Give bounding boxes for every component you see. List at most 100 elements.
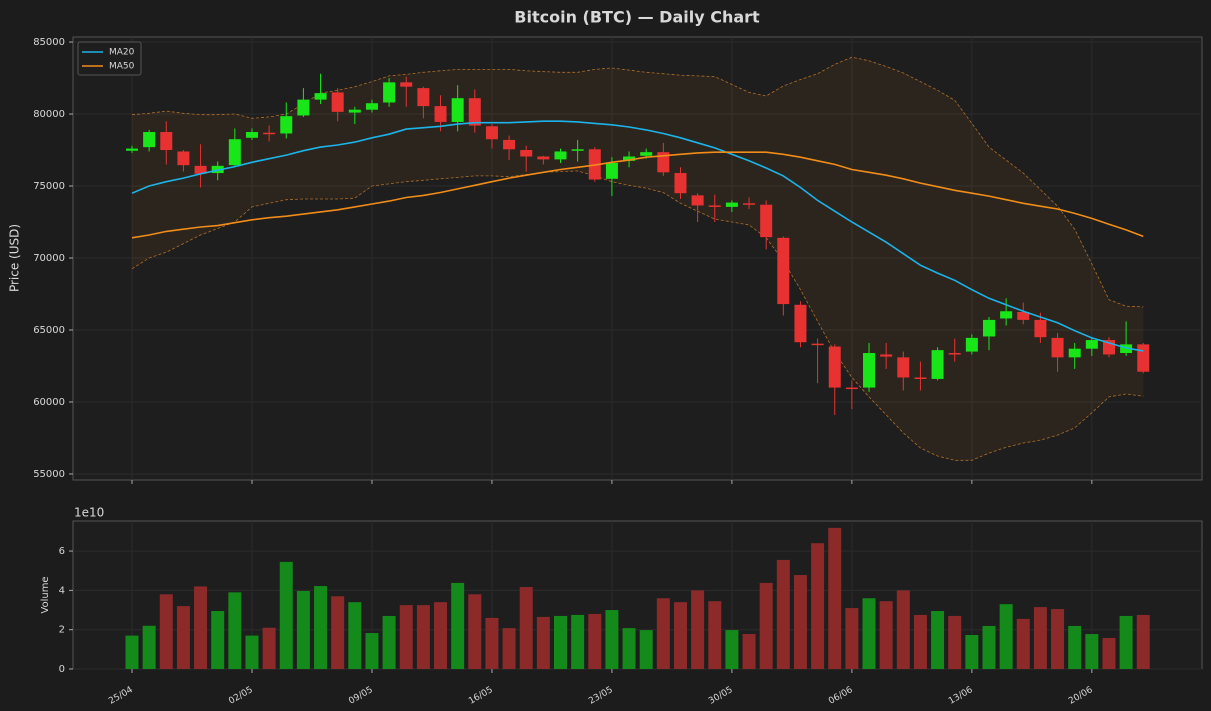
candle-body [845,387,858,390]
candle-body [1000,311,1013,319]
y-tick-label: 70000 [33,253,65,264]
volume-bar [759,582,773,669]
volume-bar [176,606,190,669]
y-tick-label: 2 [59,625,65,636]
candle-body [554,151,567,160]
volume-bar [348,602,362,669]
candle-body [194,165,207,174]
candle-body [691,195,704,206]
candle-body [1017,311,1030,320]
y-tick-label: 75000 [33,181,65,192]
volume-bar [451,582,465,669]
candle-body [177,151,190,166]
volume-panel [72,520,1203,670]
candle-body [880,354,893,357]
candle-body [451,98,464,122]
candle-body [434,106,447,122]
volume-bar [913,614,927,669]
candle-body [485,126,498,140]
candle-body [417,88,430,107]
candle-body [1034,319,1047,338]
price-panel [72,36,1203,481]
volume-bar [879,601,893,669]
candle-body [1085,340,1098,349]
volume-bar [554,615,567,669]
y-tick-label: 60000 [33,397,65,408]
candle-body [280,116,293,134]
candle-body [965,337,978,352]
candle-body [863,353,876,388]
y-tick-label: 80000 [33,109,65,120]
candle-body [777,237,790,305]
volume-bar [331,596,345,669]
chart-title: Bitcoin (BTC) — Daily Chart [514,8,760,27]
candle-body [948,353,961,355]
volume-bar [828,527,842,669]
legend-label: MA20 [109,48,135,58]
volume-bar [673,602,687,669]
volume-offset-label: 1e10 [74,506,104,520]
volume-bar [434,602,448,669]
volume-bar [656,598,670,669]
candle-body [811,343,824,346]
candle-body [160,132,173,151]
candle-body [674,173,687,194]
volume-bar [485,617,499,669]
candle-body [331,92,344,112]
candle-body [348,109,361,113]
candle-body [571,149,584,151]
volume-bar [622,628,636,669]
candle-body [743,203,756,205]
volume-bar [742,634,756,669]
candle-body [1068,348,1081,358]
volume-bar [845,608,859,669]
candle-body [708,205,721,207]
y-axis-label: Price (USD) [8,224,22,292]
legend-label: MA50 [109,62,135,72]
volume-bar [639,630,653,669]
volume-bar [228,592,242,669]
volume-bar [1051,609,1065,669]
candle-body [245,132,258,138]
volume-bar [965,634,979,669]
volume-bar [1119,615,1133,669]
candle-body [468,98,481,126]
volume-bar [502,628,516,669]
y-tick-label: 6 [59,546,65,557]
y-tick-label: 65000 [33,325,65,336]
candle-body [400,82,413,87]
candle-body [760,204,773,238]
candle-body [228,139,241,166]
volume-bar [211,611,225,669]
volume-bar [708,601,722,669]
volume-bar [1136,614,1150,669]
candle-body [657,152,670,173]
y-tick-label: 0 [59,664,65,675]
volume-bar [382,615,396,669]
volume-bar [999,604,1013,669]
volume-bar [142,625,156,669]
volume-bar [262,627,276,669]
volume-bar [468,594,482,669]
volume-bar [279,561,293,669]
candle-body [605,162,618,179]
volume-axis-label: Volume [40,576,51,613]
volume-bar [776,559,790,669]
volume-bar [948,615,962,669]
volume-bar [1016,618,1030,669]
volume-bar [931,611,945,669]
candle-body [520,150,533,157]
y-tick-label: 4 [59,585,65,596]
volume-bar [725,630,739,669]
band-lower [131,170,1144,461]
candle-body [914,377,927,379]
volume-bar [1033,607,1047,669]
volume-bar [896,590,910,669]
candle-body [297,99,310,116]
candle-body [931,350,944,379]
candle-body [314,93,327,100]
volume-bar [536,616,550,669]
volume-bar [399,605,413,669]
candle-body [1051,337,1064,358]
candle-body [263,132,276,135]
